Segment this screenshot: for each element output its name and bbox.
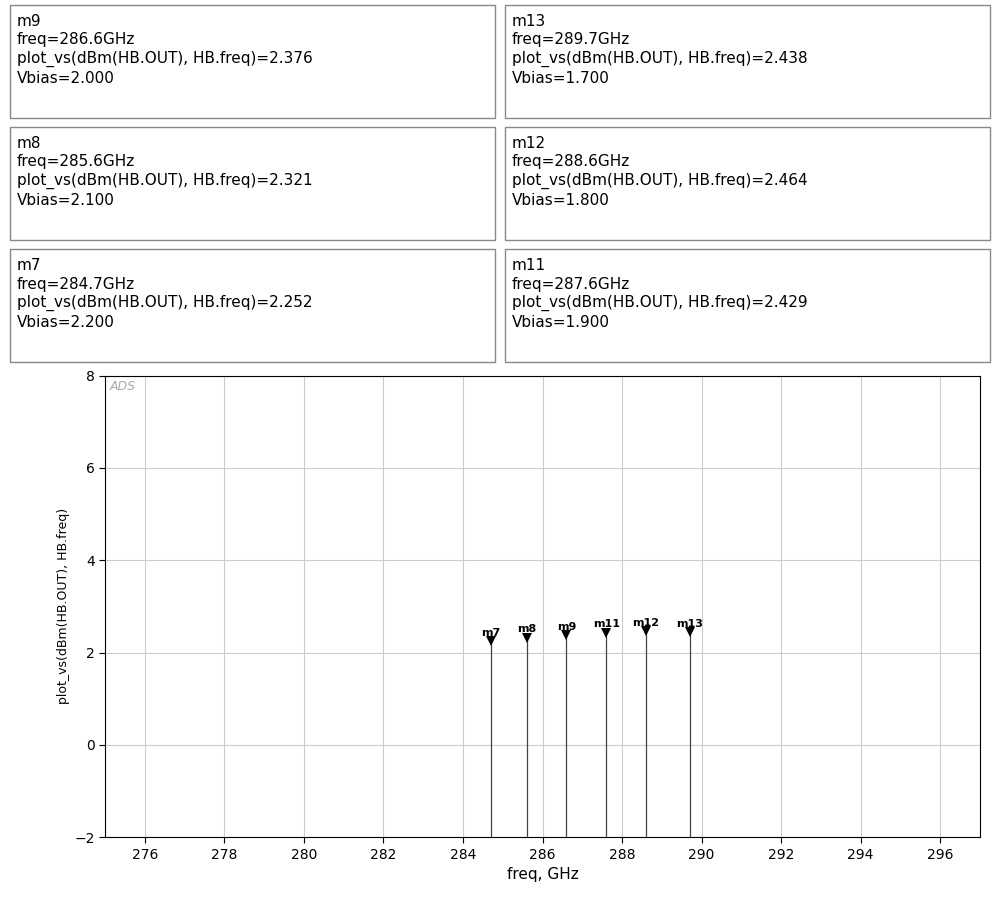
Text: m12: m12	[632, 618, 659, 628]
Text: m7: m7	[481, 628, 500, 638]
X-axis label: freq, GHz: freq, GHz	[507, 867, 578, 882]
Text: m12
freq=288.6GHz
plot_vs(dBm(HB.OUT), HB.freq)=2.464
Vbias=1.800: m12 freq=288.6GHz plot_vs(dBm(HB.OUT), H…	[512, 136, 808, 208]
Text: m8
freq=285.6GHz
plot_vs(dBm(HB.OUT), HB.freq)=2.321
Vbias=2.100: m8 freq=285.6GHz plot_vs(dBm(HB.OUT), HB…	[17, 136, 313, 208]
Y-axis label: plot_vs(dBm(HB.OUT), HB.freq): plot_vs(dBm(HB.OUT), HB.freq)	[57, 509, 70, 704]
Text: m11
freq=287.6GHz
plot_vs(dBm(HB.OUT), HB.freq)=2.429
Vbias=1.900: m11 freq=287.6GHz plot_vs(dBm(HB.OUT), H…	[512, 258, 808, 330]
Text: m9: m9	[557, 622, 576, 632]
Text: m13
freq=289.7GHz
plot_vs(dBm(HB.OUT), HB.freq)=2.438
Vbias=1.700: m13 freq=289.7GHz plot_vs(dBm(HB.OUT), H…	[512, 14, 808, 86]
Text: m7
freq=284.7GHz
plot_vs(dBm(HB.OUT), HB.freq)=2.252
Vbias=2.200: m7 freq=284.7GHz plot_vs(dBm(HB.OUT), HB…	[17, 258, 312, 330]
Text: m9
freq=286.6GHz
plot_vs(dBm(HB.OUT), HB.freq)=2.376
Vbias=2.000: m9 freq=286.6GHz plot_vs(dBm(HB.OUT), HB…	[17, 14, 313, 86]
Text: m8: m8	[517, 624, 536, 634]
Text: m13: m13	[676, 619, 703, 629]
Text: ADS: ADS	[109, 380, 135, 393]
Text: m11: m11	[593, 620, 620, 630]
